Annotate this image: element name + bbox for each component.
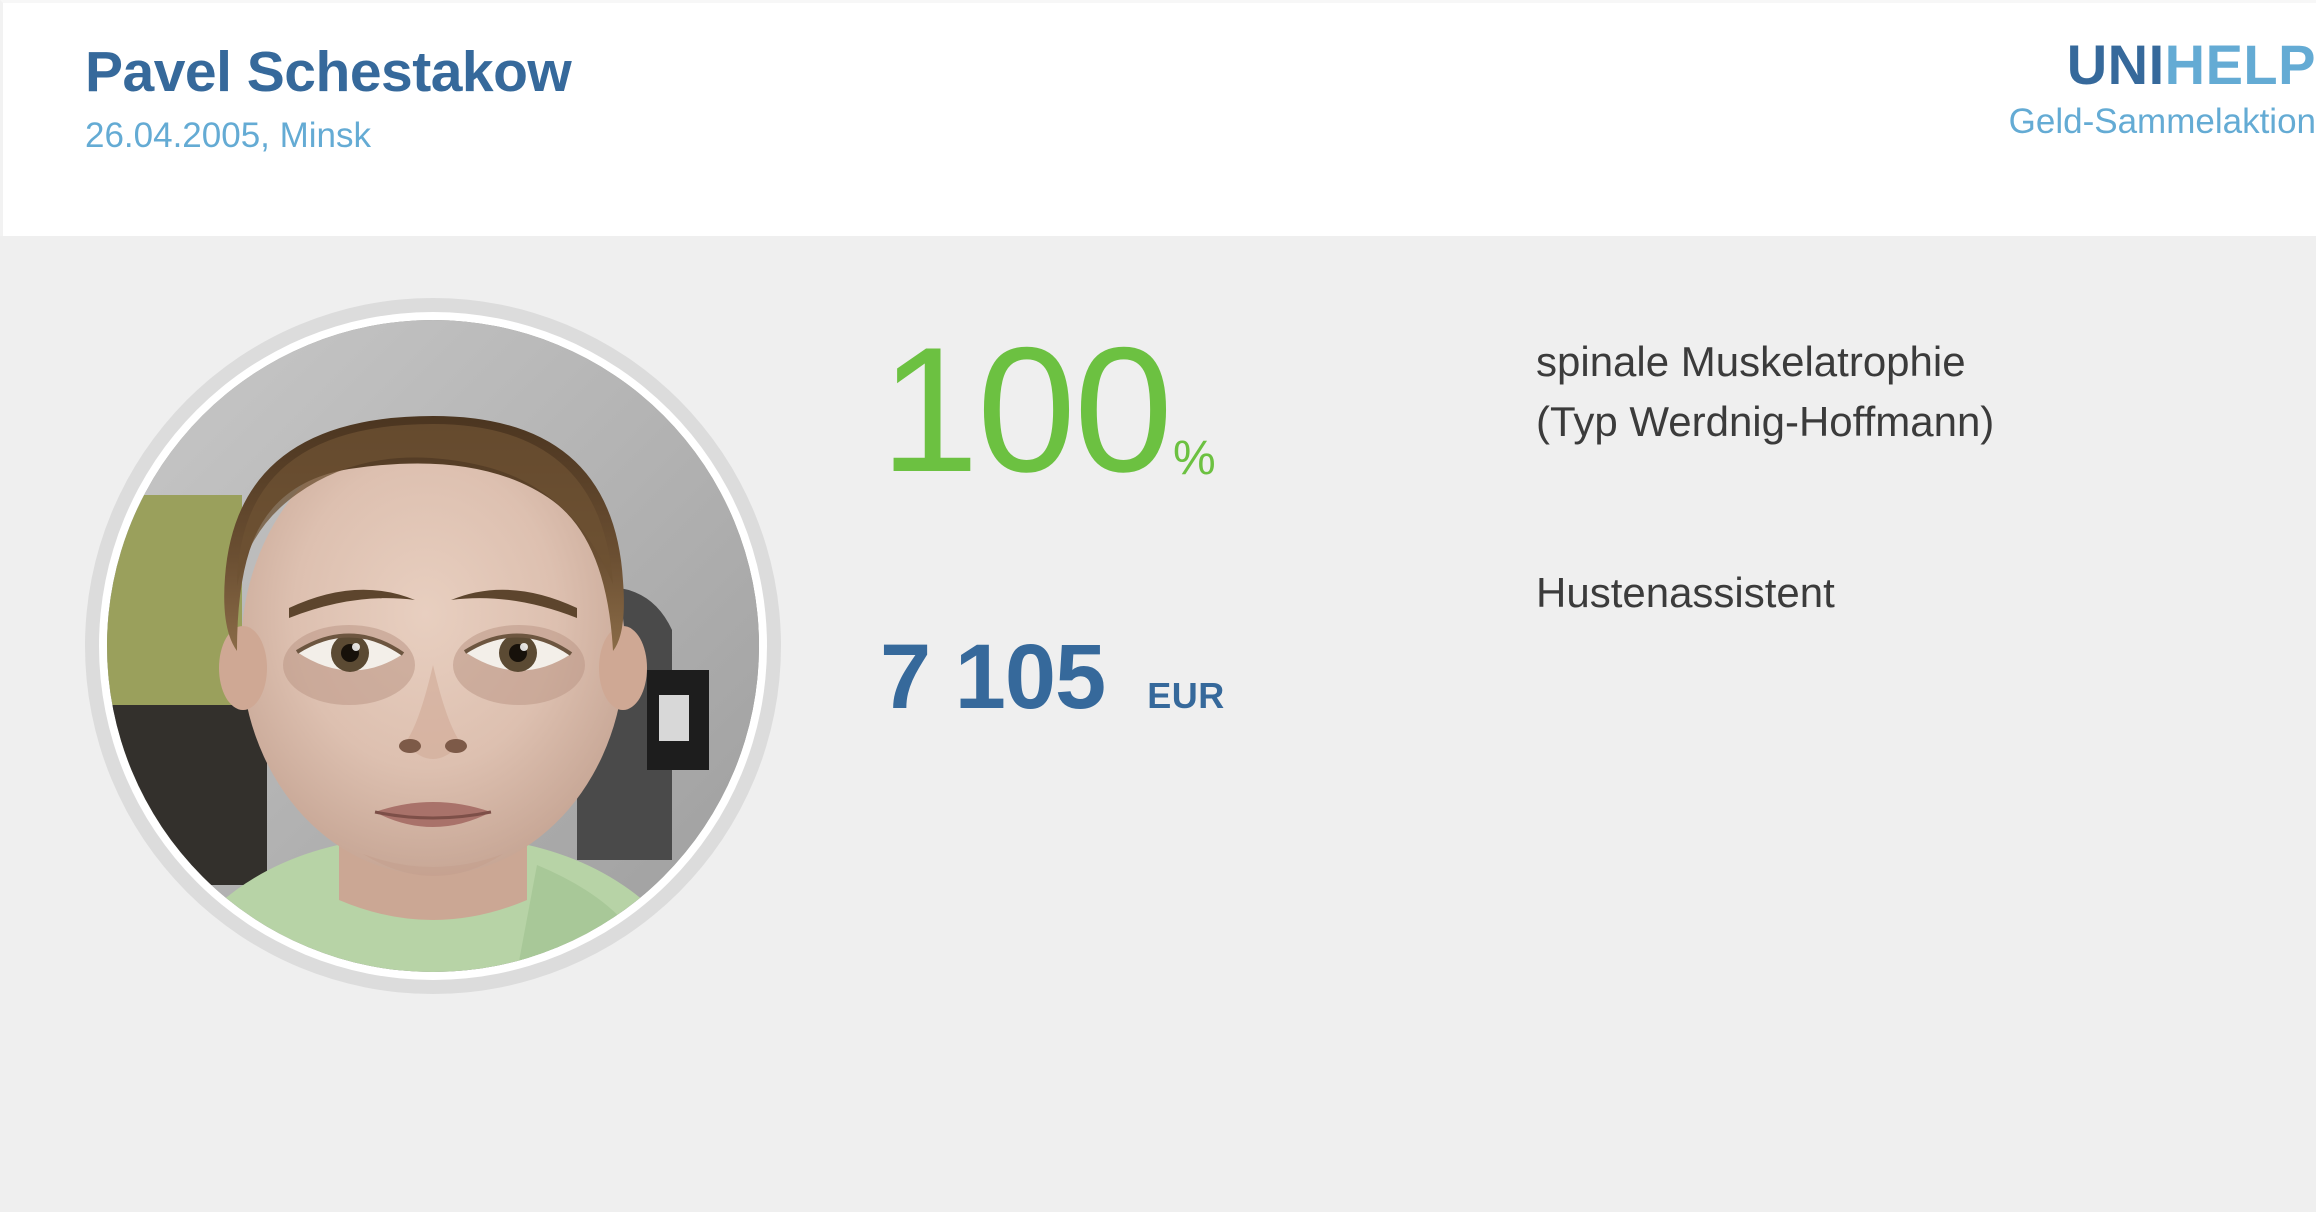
progress-percent-value: 100: [880, 310, 1173, 509]
progress-percent: 100 %: [880, 310, 1440, 509]
required-equipment-text: Hustenassistent: [1536, 569, 1835, 617]
brand-tagline: Geld-Sammelaktion: [2008, 102, 2316, 141]
patient-identity-block: Pavel Schestakow 26.04.2005, Minsk: [85, 40, 572, 157]
progress-percent-unit: %: [1173, 431, 1216, 485]
stats-column: 100 % 7 105 EUR: [880, 310, 1440, 723]
brand-wordmark: UNIHELP: [2009, 37, 2316, 93]
donation-amount: 7 105 EUR: [880, 631, 1440, 723]
diagnosis-text: spinale Muskelatrophie (Typ Werdnig-Hoff…: [1536, 332, 2236, 451]
page-title: Pavel Schestakow: [85, 40, 572, 104]
diagnosis-line-1: spinale Muskelatrophie: [1536, 338, 1966, 385]
donation-amount-currency: EUR: [1147, 674, 1225, 716]
page-header: Pavel Schestakow 26.04.2005, Minsk UNIHE…: [0, 0, 2316, 236]
brand-wordmark-uni: UNI: [2066, 33, 2165, 96]
donation-amount-value: 7 105: [880, 625, 1106, 728]
avatar-frame: [85, 298, 781, 994]
brand-logo[interactable]: UNIHELP Geld-Sammelaktion: [2009, 37, 2316, 143]
diagnosis-line-2: (Typ Werdnig-Hoffmann): [1536, 397, 1995, 445]
details-column: spinale Muskelatrophie (Typ Werdnig-Hoff…: [1536, 332, 2236, 623]
brand-wordmark-help: HELP: [2164, 33, 2316, 96]
avatar: [107, 320, 759, 972]
avatar-image: [107, 320, 759, 972]
main-content: 100 % 7 105 EUR spinale Muskelatrophie (…: [0, 236, 2316, 1212]
patient-birthdate-city: 26.04.2005, Minsk: [85, 115, 372, 155]
